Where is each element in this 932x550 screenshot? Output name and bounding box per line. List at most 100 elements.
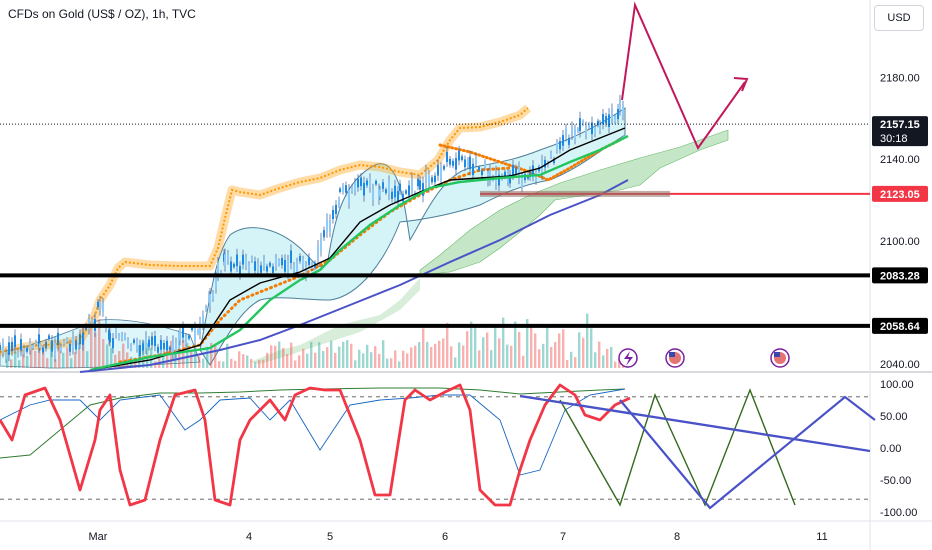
candle: [446, 151, 448, 162]
volume-bar: [226, 343, 229, 368]
volume-bar: [454, 357, 457, 368]
volume-bar: [230, 358, 233, 368]
candle: [245, 257, 247, 266]
candle: [585, 125, 587, 135]
candle: [411, 178, 413, 191]
candle: [5, 352, 7, 360]
volume-bar: [126, 352, 129, 368]
candle: [296, 262, 298, 273]
volume-bar: [486, 332, 489, 368]
candle: [394, 185, 396, 198]
volume-bar: [110, 347, 113, 368]
volume-bar: [534, 333, 537, 368]
volume-bar: [614, 361, 617, 368]
volume-bar: [470, 321, 473, 368]
candle: [75, 340, 77, 350]
volume-bar: [54, 359, 57, 368]
volume-bar: [406, 353, 409, 368]
volume-bar: [18, 360, 21, 368]
candle: [169, 346, 171, 351]
volume-bar: [386, 358, 389, 368]
candle: [130, 345, 132, 350]
candle: [579, 118, 581, 132]
volume-bar: [330, 340, 333, 368]
volume-bar: [554, 342, 557, 368]
volume-bar: [522, 355, 525, 368]
volume-bar: [98, 319, 101, 368]
candle: [20, 339, 22, 351]
candle: [248, 265, 250, 274]
candle: [269, 262, 271, 267]
candle: [385, 189, 387, 194]
volume-bar: [562, 329, 565, 368]
candle: [509, 174, 511, 184]
osc-projection-zigzag: [559, 388, 796, 507]
volume-bar: [390, 358, 393, 368]
candle: [405, 190, 407, 194]
volume-bar: [266, 352, 269, 368]
candle: [236, 254, 238, 267]
candle: [440, 168, 442, 180]
candle: [51, 340, 53, 352]
candle: [512, 164, 514, 175]
candle: [425, 170, 427, 184]
candle: [109, 332, 111, 343]
candle: [154, 335, 156, 347]
volume-bar: [166, 345, 169, 368]
candle: [597, 120, 599, 126]
candle: [452, 160, 454, 166]
volume-bar: [262, 359, 265, 368]
candle: [32, 345, 34, 349]
blue-ma: [79, 179, 629, 373]
candle: [478, 166, 480, 171]
volume-bar: [382, 340, 385, 368]
volume-bar: [366, 344, 369, 368]
currency-button[interactable]: USD: [874, 5, 924, 31]
volume-bar: [14, 352, 17, 368]
volume-bar: [466, 331, 469, 368]
volume-bar: [70, 358, 73, 368]
candle: [118, 334, 120, 339]
candle: [124, 334, 126, 339]
candle: [455, 158, 457, 170]
volume-bar: [162, 353, 165, 368]
candle: [449, 158, 451, 165]
countdown-label: 30:18: [880, 133, 908, 145]
volume-bar: [462, 345, 465, 368]
volume-bar: [250, 358, 253, 368]
volume-bar: [218, 361, 221, 368]
candle: [254, 261, 256, 271]
lightning-icon: [624, 351, 633, 366]
price-label-bg: [872, 317, 928, 334]
price-label-bg: [872, 185, 928, 202]
candle: [518, 167, 520, 179]
candle: [38, 334, 40, 347]
candle: [458, 150, 460, 161]
candle: [284, 260, 286, 272]
volume-bar: [214, 343, 217, 368]
osc-signal-green: [0, 387, 626, 459]
time-axis-label: Mar: [89, 531, 108, 543]
candle: [224, 254, 226, 266]
volume-bar: [442, 338, 445, 368]
candle: [179, 329, 181, 341]
osc-tick-label: 100.00: [880, 379, 914, 391]
candle: [498, 174, 500, 186]
ichimoku-cloud-lower: [250, 278, 420, 364]
time-axis-label: 8: [674, 531, 680, 543]
volume-bar: [238, 351, 241, 368]
candle: [233, 263, 235, 268]
volume-bar: [418, 342, 421, 368]
candle: [63, 340, 65, 345]
price-label: 2058.64: [880, 321, 921, 333]
candle: [194, 327, 196, 341]
osc-tick-label: 0.00: [880, 443, 901, 455]
candle: [14, 335, 16, 348]
candle: [372, 189, 374, 201]
candle: [388, 181, 390, 195]
price-label: 2083.28: [880, 270, 920, 282]
time-axis-label: 6: [442, 531, 448, 543]
volume-bar: [502, 317, 505, 368]
volume-bar: [146, 343, 149, 368]
